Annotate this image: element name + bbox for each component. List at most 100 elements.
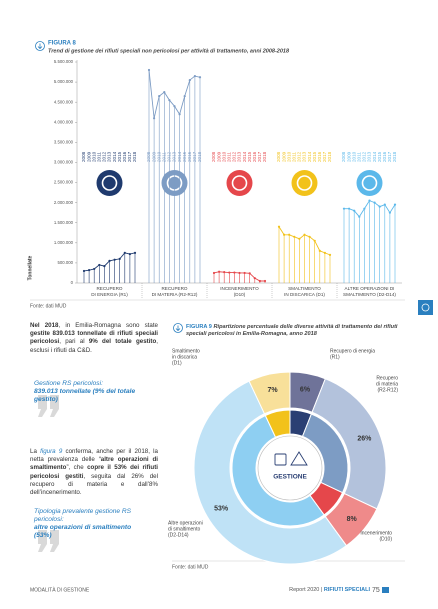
paragraph: Nel 2018, in Emilia-Romagna sono state g… bbox=[30, 322, 158, 355]
point bbox=[363, 207, 366, 210]
point bbox=[248, 272, 251, 275]
point bbox=[323, 251, 326, 254]
text: copre il 53% dei rifiuti pericolosi gest… bbox=[30, 464, 158, 480]
year-label: 2017 bbox=[322, 151, 327, 162]
year-label: 2017 bbox=[387, 151, 392, 162]
page-number: 75 bbox=[372, 587, 380, 594]
year-label: 2009 bbox=[216, 151, 221, 162]
year-label: 2013 bbox=[107, 151, 112, 162]
side-tab bbox=[418, 300, 433, 315]
figure-icon bbox=[175, 325, 181, 332]
text: 9% del totale gestito bbox=[88, 338, 157, 346]
value-label: 6% bbox=[300, 386, 311, 393]
category-label: in discarica bbox=[172, 354, 197, 360]
point bbox=[277, 225, 281, 228]
figure-icon bbox=[37, 43, 43, 50]
donut-slice bbox=[248, 371, 291, 415]
point bbox=[378, 205, 381, 208]
year-label: 2008 bbox=[341, 151, 346, 162]
point bbox=[388, 211, 391, 214]
y-tick-label: 2.500.000 bbox=[54, 180, 74, 185]
year-label: 2016 bbox=[252, 151, 257, 162]
point bbox=[358, 215, 361, 218]
quote: Tipologia prevalente gestione RS pericol… bbox=[34, 508, 134, 540]
point bbox=[118, 257, 121, 260]
text: gestite 839.013 tonnellate di rifiuti sp… bbox=[30, 330, 158, 346]
point bbox=[173, 105, 176, 108]
y-tick-label: 1.000.000 bbox=[54, 240, 74, 245]
point bbox=[313, 239, 316, 242]
text: altre operazioni di smaltimento (53%) bbox=[34, 524, 132, 539]
point bbox=[373, 201, 376, 204]
text: La bbox=[30, 448, 41, 455]
value-label: 53% bbox=[214, 506, 229, 513]
point bbox=[368, 199, 371, 202]
point bbox=[328, 253, 332, 256]
year-label: 2010 bbox=[221, 151, 226, 162]
year-label: 2014 bbox=[307, 151, 312, 162]
year-label: 2018 bbox=[262, 151, 267, 162]
category-label: Smaltimento bbox=[172, 348, 200, 354]
category-icon-detail bbox=[101, 175, 118, 191]
category-icon bbox=[356, 170, 383, 196]
y-axis-label: Tonnellate bbox=[27, 255, 33, 280]
y-tick-label: 0 bbox=[71, 280, 74, 285]
report: Report 2020 | bbox=[289, 587, 324, 593]
paragraph: La figura 9 conferma, anche per il 2018,… bbox=[30, 448, 158, 497]
category-label: Recupero bbox=[376, 375, 398, 381]
category-label: Recupero di energia bbox=[330, 348, 375, 354]
category-label: Incenerimento bbox=[360, 530, 392, 536]
text: 839.013 tonnellate (9% del totale gestit… bbox=[34, 388, 136, 403]
quote: Gestione RS pericolosi: 839.013 tonnellat… bbox=[34, 380, 154, 404]
year-label: 2012 bbox=[362, 151, 367, 162]
year-label: 2008 bbox=[211, 151, 216, 162]
category-icon-detail bbox=[296, 175, 313, 191]
point bbox=[168, 99, 171, 102]
group-label: IN DISCARICA (D1) bbox=[284, 292, 325, 297]
point bbox=[158, 95, 161, 98]
point bbox=[108, 259, 111, 262]
point bbox=[123, 251, 126, 254]
year-label: 2014 bbox=[372, 151, 377, 162]
year-label: 2015 bbox=[312, 151, 317, 162]
point bbox=[98, 263, 101, 267]
year-label: 2008 bbox=[81, 151, 86, 162]
center-icon bbox=[274, 453, 287, 466]
year-label: 2016 bbox=[317, 151, 322, 162]
year-label: 2013 bbox=[302, 151, 307, 162]
footer-report: Report 2020 | RIFIUTI SPECIALI bbox=[289, 587, 370, 593]
donut-slice bbox=[193, 380, 348, 565]
point bbox=[163, 91, 166, 94]
point bbox=[193, 74, 196, 78]
text: altre operazioni di smaltimento bbox=[30, 456, 159, 472]
point bbox=[383, 203, 386, 206]
point bbox=[178, 113, 181, 116]
point bbox=[223, 271, 226, 274]
center-label: GESTIONE bbox=[273, 474, 307, 481]
year-label: 2017 bbox=[127, 151, 132, 162]
point bbox=[218, 270, 221, 273]
figure-header: FIGURA 9 Ripartizione percentuale delle … bbox=[186, 324, 408, 338]
year-label: 2010 bbox=[91, 151, 96, 162]
point bbox=[128, 252, 131, 256]
value-label: 26% bbox=[357, 435, 372, 442]
center-icon bbox=[290, 451, 308, 466]
text: , esclusi i rifiuti da C&D. bbox=[30, 338, 158, 354]
year-label: 2011 bbox=[357, 152, 362, 162]
point bbox=[183, 95, 186, 98]
source: Fonte: dati MUD bbox=[30, 303, 67, 309]
year-label: 2015 bbox=[117, 151, 122, 162]
year-label: 2016 bbox=[382, 151, 387, 162]
text: figura 9 bbox=[40, 448, 63, 455]
year-label: 2011 bbox=[227, 152, 232, 162]
group-label: ALTRE OPERAZIONI DI bbox=[345, 286, 395, 291]
year-label: 2009 bbox=[346, 151, 351, 162]
figure-label: FIGURA 9 bbox=[186, 324, 212, 330]
point bbox=[283, 233, 286, 236]
quote-mark bbox=[38, 395, 59, 417]
figure-label: FIGURA 8 bbox=[48, 41, 76, 47]
category-label: di smaltimento bbox=[168, 526, 200, 532]
footer-section: MODALITÀ DI GESTIONE bbox=[30, 586, 90, 593]
year-label: 2016 bbox=[122, 151, 127, 162]
